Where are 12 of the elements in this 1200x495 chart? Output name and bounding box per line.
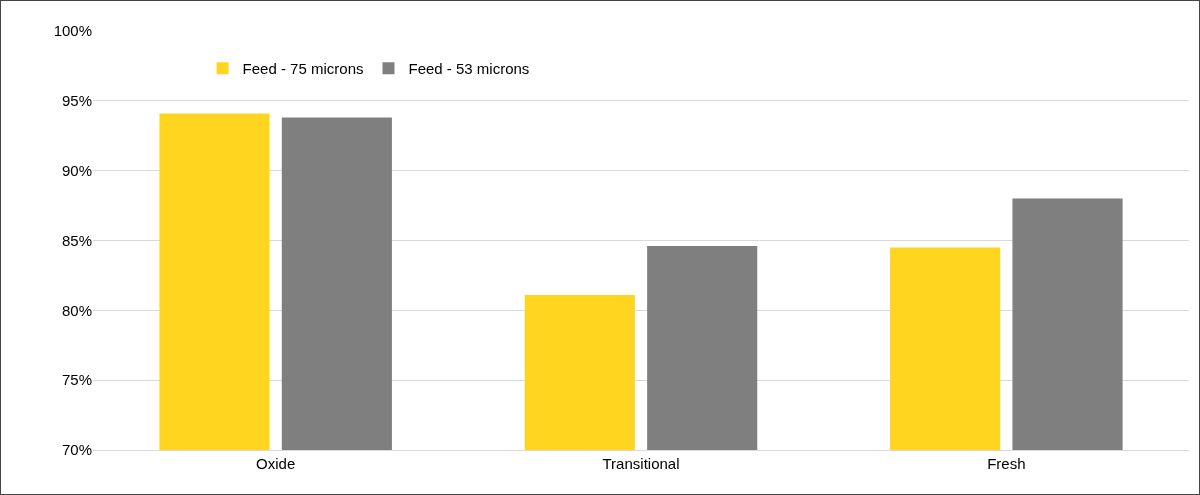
y-tick-label: 90% <box>61 161 92 179</box>
legend-label: Feed - 53 microns <box>408 60 530 78</box>
legend-label: Feed - 75 microns <box>242 60 364 78</box>
x-tick-label: Fresh <box>987 455 1026 472</box>
y-tick-label: 100% <box>53 22 92 40</box>
y-tick-label: 85% <box>61 231 92 249</box>
y-tick-label: 75% <box>61 371 92 389</box>
x-tick-label: Transitional <box>602 455 680 472</box>
y-tick-label: 70% <box>61 441 92 459</box>
y-tick-label: 80% <box>61 301 92 319</box>
x-tick-label: Oxide <box>256 455 296 472</box>
y-tick-label: 95% <box>61 92 92 110</box>
